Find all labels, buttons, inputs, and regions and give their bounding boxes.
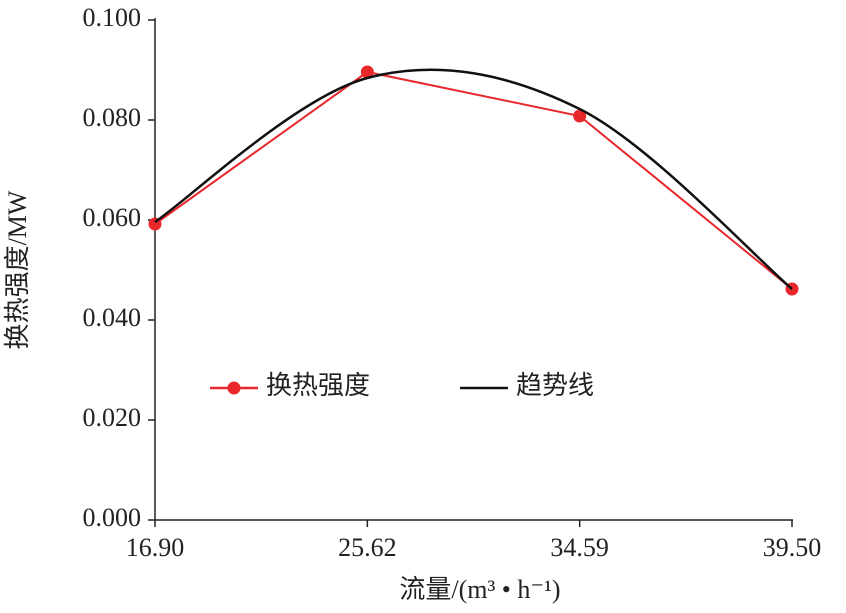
y-axis-label: 换热强度/MW <box>3 190 32 349</box>
series-line <box>154 70 793 290</box>
series-line <box>154 68 793 290</box>
x-tick-label: 39.50 <box>763 533 822 562</box>
legend-label: 趋势线 <box>516 371 594 400</box>
y-tick-label: 0.020 <box>83 403 142 432</box>
x-tick-label: 25.62 <box>338 533 397 562</box>
point <box>573 109 587 123</box>
legend-label: 换热强度 <box>266 371 370 400</box>
y-tick-label: 0.060 <box>83 203 142 232</box>
x-axis-label: 流量/(m³ • h⁻¹) <box>399 575 560 604</box>
point <box>360 65 374 79</box>
y-tick-label: 0.100 <box>83 3 142 32</box>
y-tick-label: 0.080 <box>83 103 142 132</box>
x-tick-label: 16.90 <box>126 533 185 562</box>
x-tick-label: 34.59 <box>550 533 609 562</box>
y-tick-label: 0.000 <box>83 503 142 532</box>
y-tick-label: 0.040 <box>83 303 142 332</box>
legend-marker <box>227 381 241 395</box>
